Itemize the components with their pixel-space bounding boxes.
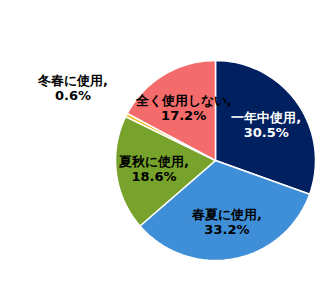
svg-text:冬春に使用,0.6%: 冬春に使用,0.6% [37,73,108,103]
svg-text:全く使用しない,17.2%: 全く使用しない,17.2% [135,93,232,123]
svg-text:春夏に使用,33.2%: 春夏に使用,33.2% [191,207,262,237]
svg-text:夏秋に使用,18.6%: 夏秋に使用,18.6% [118,154,189,184]
svg-text:一年中使用,30.5%: 一年中使用,30.5% [231,110,301,140]
